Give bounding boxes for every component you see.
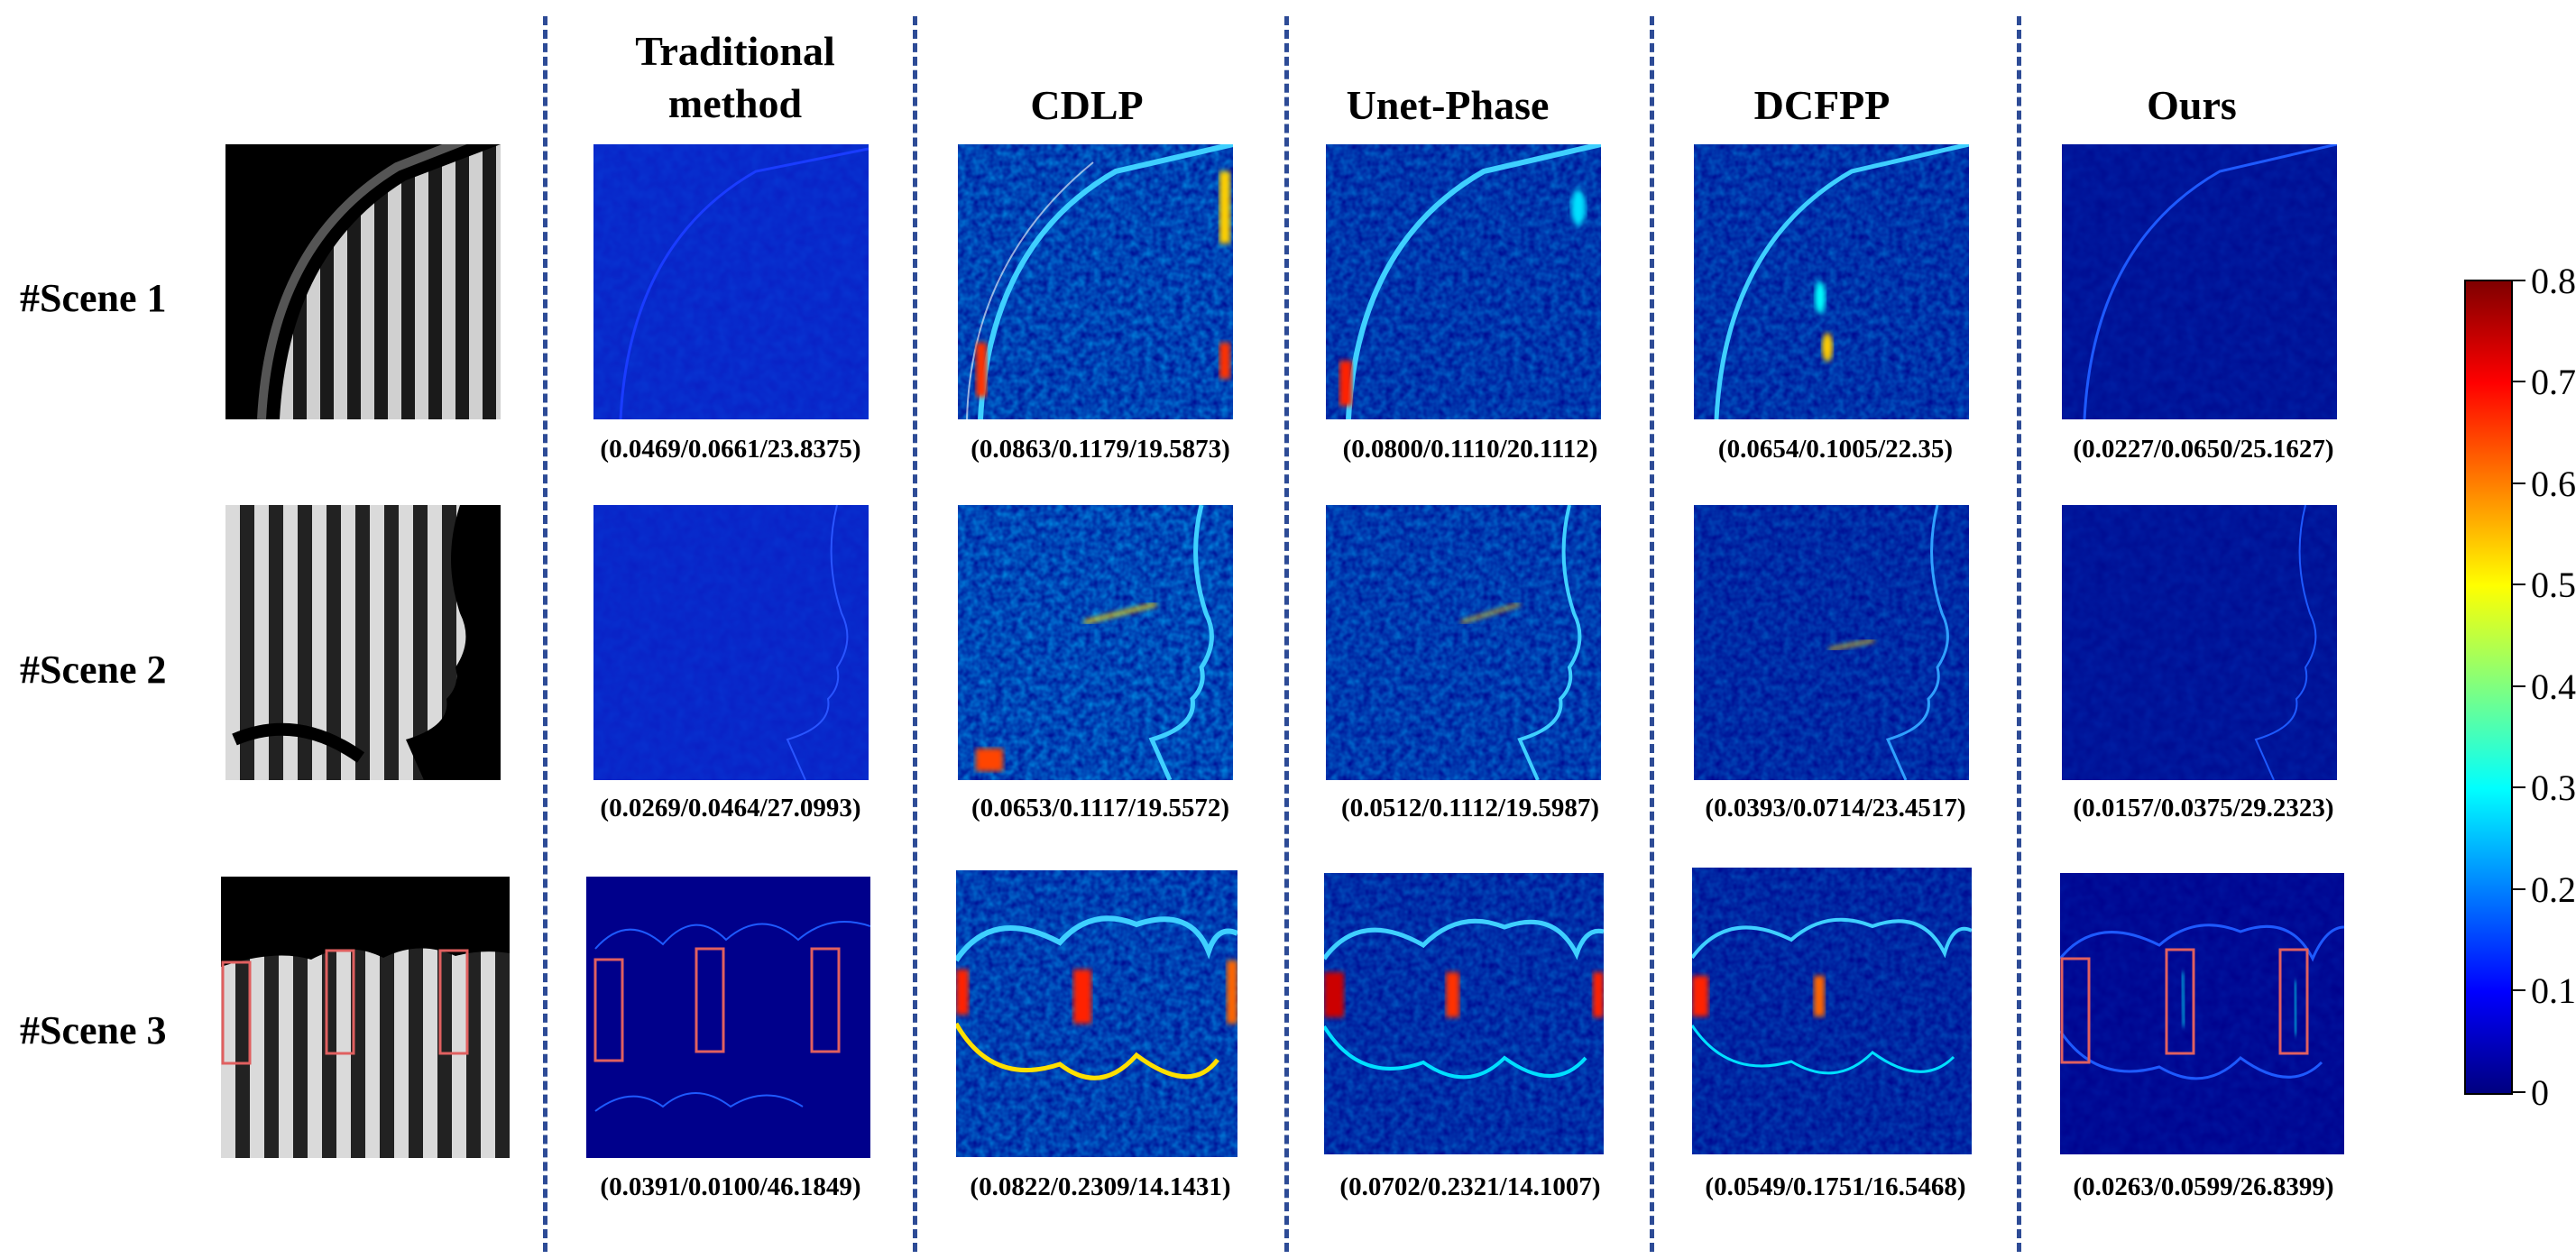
scene-3-error-map-ours <box>2060 873 2344 1154</box>
scene-3-error-map-cdlp <box>956 870 1237 1157</box>
scene-3-metric-traditional: (0.0391/0.0100/46.1849) <box>600 1172 861 1201</box>
scene-1-error-map-ours <box>2062 144 2337 419</box>
scene-2-metric-unet-phase: (0.0512/0.1112/19.5987) <box>1341 794 1599 822</box>
colorbar-tick <box>2513 381 2525 382</box>
scene-3-error-map-dcfpp <box>1692 868 1972 1154</box>
colorbar-label: 0.1 <box>2531 970 2576 1011</box>
scene-3-error-map-unet-phase <box>1324 873 1604 1154</box>
colorbar-tick <box>2513 280 2525 281</box>
colorbar-label: 0.6 <box>2531 464 2576 504</box>
scene-1-error-map-dcfpp <box>1694 144 1969 419</box>
colorbar-tick <box>2513 685 2525 687</box>
column-divider <box>1650 16 1654 1252</box>
header-cdlp: CDLP <box>1030 82 1144 128</box>
scene-1-metric-unet-phase: (0.0800/0.1110/20.1112) <box>1342 435 1598 464</box>
header-ours: Ours <box>2147 82 2237 128</box>
scene-3-metric-unet-phase: (0.0702/0.2321/14.1007) <box>1339 1172 1601 1201</box>
scene-2-error-map-traditional <box>593 505 869 780</box>
scene-1-metric-cdlp: (0.0863/0.1179/19.5873) <box>971 435 1230 464</box>
row-label-scene-2: #Scene 2 <box>20 648 167 692</box>
scene-1-metric-ours: (0.0227/0.0650/25.1627) <box>2073 435 2334 464</box>
header-traditional-line1: Traditional <box>635 28 835 74</box>
colorbar-label: 0.3 <box>2531 767 2576 808</box>
colorbar-label: 0.5 <box>2531 565 2576 605</box>
column-divider <box>2017 16 2021 1252</box>
colorbar-label: 0.4 <box>2531 666 2576 707</box>
colorbar-tick <box>2513 989 2525 991</box>
scene-2-error-map-ours <box>2062 505 2337 780</box>
scene-1-metric-traditional: (0.0469/0.0661/23.8375) <box>600 435 861 464</box>
scene-1-fringe-image <box>225 144 501 419</box>
colorbar-label: 0.7 <box>2531 362 2576 402</box>
row-label-scene-3: #Scene 3 <box>20 1008 167 1052</box>
colorbar-tick <box>2513 1091 2525 1093</box>
scene-2-fringe-image <box>225 505 501 780</box>
header-traditional-line2: method <box>667 80 803 126</box>
header-unet-phase: Unet-Phase <box>1346 82 1550 128</box>
row-label-scene-1: #Scene 1 <box>20 276 167 320</box>
scene-1-error-map-traditional <box>593 144 869 419</box>
colorbar-tick <box>2513 786 2525 788</box>
scene-2-metric-traditional: (0.0269/0.0464/27.0993) <box>600 794 861 822</box>
column-divider <box>543 16 547 1252</box>
scene-3-metric-dcfpp: (0.0549/0.1751/16.5468) <box>1705 1172 1966 1201</box>
scene-2-error-map-unet-phase <box>1326 505 1601 780</box>
scene-2-error-map-cdlp <box>958 505 1233 780</box>
scene-1-metric-dcfpp: (0.0654/0.1005/22.35) <box>1717 435 1954 464</box>
header-traditional: Traditional method <box>577 25 893 130</box>
scene-2-metric-cdlp: (0.0653/0.1117/19.5572) <box>971 794 1229 822</box>
colorbar-label: 0.2 <box>2531 869 2576 910</box>
colorbar-label: 0.8 <box>2531 261 2576 301</box>
scene-3-metric-cdlp: (0.0822/0.2309/14.1431) <box>970 1172 1231 1201</box>
colorbar <box>2464 280 2513 1095</box>
colorbar-tick <box>2513 584 2525 585</box>
scene-2-error-map-dcfpp <box>1694 505 1969 780</box>
scene-2-metric-dcfpp: (0.0393/0.0714/23.4517) <box>1705 794 1966 822</box>
scene-2-metric-ours: (0.0157/0.0375/29.2323) <box>2073 794 2334 822</box>
scene-3-metric-ours: (0.0263/0.0599/26.8399) <box>2073 1172 2334 1201</box>
colorbar-label: 0 <box>2531 1072 2549 1113</box>
colorbar-tick <box>2513 888 2525 890</box>
scene-3-fringe-image <box>221 877 510 1158</box>
colorbar-tick <box>2513 482 2525 484</box>
header-dcfpp: DCFPP <box>1753 82 1891 128</box>
scene-1-error-map-unet-phase <box>1326 144 1601 419</box>
column-divider <box>1284 16 1289 1252</box>
scene-3-error-map-traditional <box>586 877 870 1158</box>
scene-1-error-map-cdlp <box>958 144 1233 419</box>
column-divider <box>913 16 917 1252</box>
